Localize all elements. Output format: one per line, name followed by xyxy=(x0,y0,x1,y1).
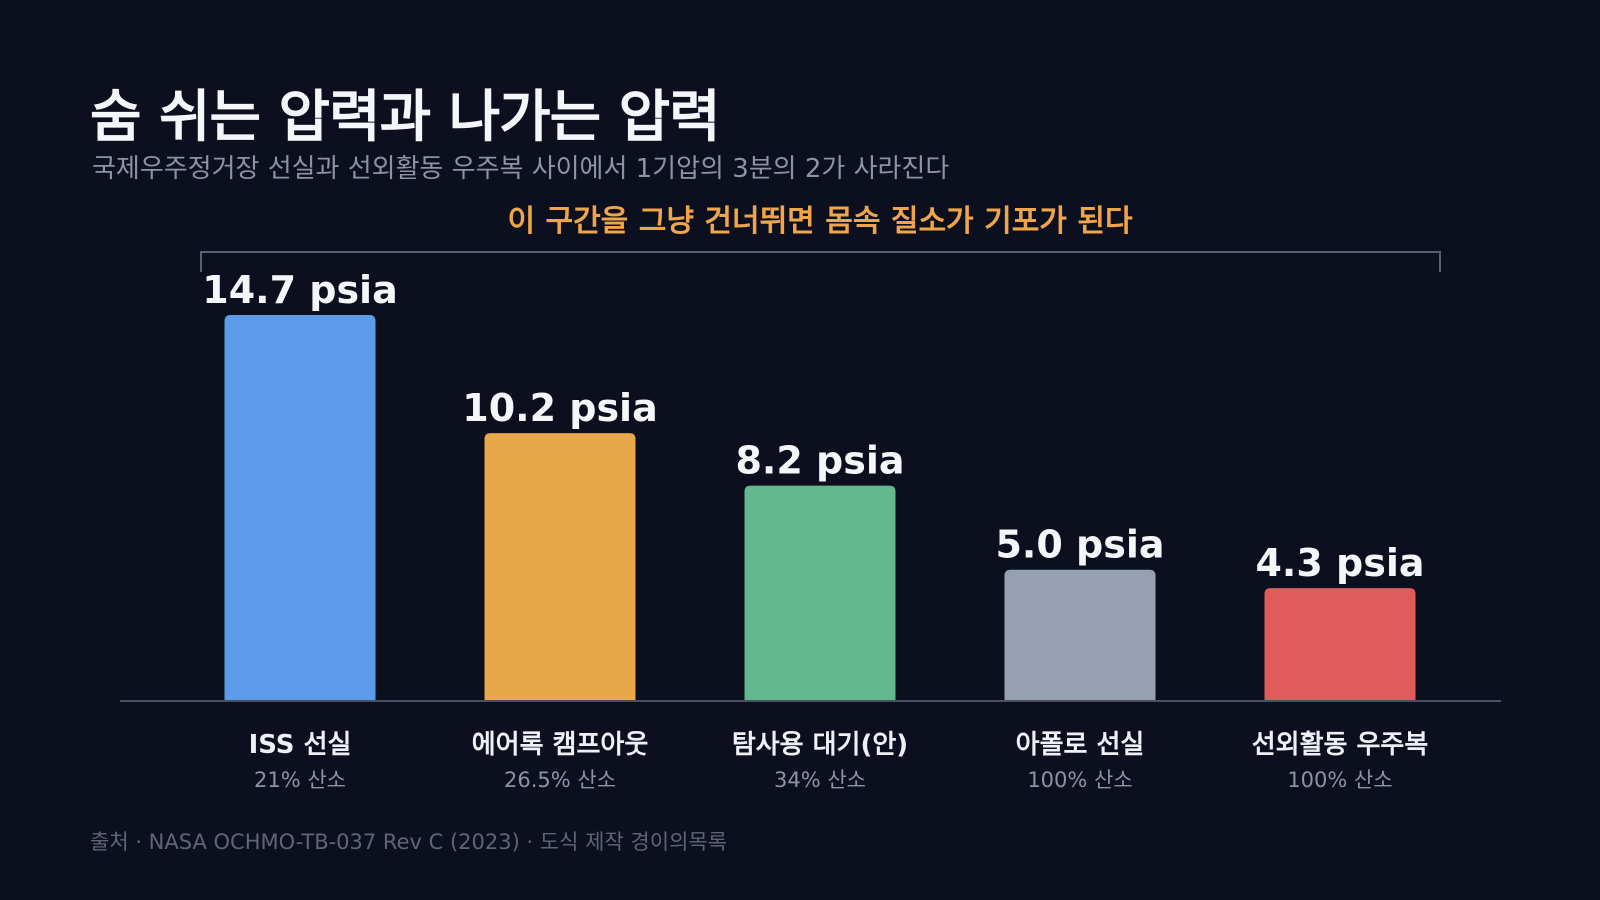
category-label-4: 아폴로 선실 xyxy=(1016,730,1145,760)
bars-group: 14.7 psia 10.2 psia 8.2 psia 5.0 psia 4.3 ps… xyxy=(202,268,1425,701)
category-label-5: 선외활동 우주복 xyxy=(1252,730,1429,760)
category-sublabel-5: 100% 산소 xyxy=(1287,768,1392,792)
annotation-bracket xyxy=(200,251,1441,272)
bar-3 xyxy=(744,485,896,701)
category-label-1: ISS 선실 xyxy=(249,730,352,760)
chart-title: 숨 쉬는 압력과 나가는 압력 xyxy=(90,85,721,150)
category-sublabel-2: 26.5% 산소 xyxy=(504,768,616,792)
category-label-2: 에어록 캠프아웃 xyxy=(472,730,649,760)
annotation-bracket-group: 이 구간을 그냥 건너뛰면 몸속 질소가 기포가 된다 xyxy=(200,204,1441,272)
bar-1 xyxy=(224,315,376,701)
category-labels-group: ISS 선실 21% 산소 에어록 캠프아웃 26.5% 산소 탐사용 대기(안) 34%… xyxy=(249,730,1429,792)
bar-value-label-3: 8.2 psia xyxy=(735,439,904,483)
category-sublabel-1: 21% 산소 xyxy=(254,768,346,792)
bar-value-label-1: 14.7 psia xyxy=(202,268,397,312)
bar-value-label-4: 5.0 psia xyxy=(995,523,1164,567)
annotation-text: 이 구간을 그냥 건너뛰면 몸속 질소가 기포가 된다 xyxy=(507,204,1133,239)
category-label-3: 탐사용 대기(안) xyxy=(732,730,908,760)
bar-2 xyxy=(484,433,636,701)
chart-subtitle: 국제우주정거장 선실과 선외활동 우주복 사이에서 1기압의 3분의 2가 사라… xyxy=(92,154,950,184)
bar-value-label-5: 4.3 psia xyxy=(1255,541,1424,585)
bar-5 xyxy=(1264,588,1416,701)
bar-4 xyxy=(1004,569,1156,701)
category-sublabel-3: 34% 산소 xyxy=(774,768,866,792)
source-credit: 출처 · NASA OCHMO-TB-037 Rev C (2023) · 도식… xyxy=(90,830,728,854)
category-sublabel-4: 100% 산소 xyxy=(1027,768,1132,792)
bar-value-label-2: 10.2 psia xyxy=(462,386,657,430)
